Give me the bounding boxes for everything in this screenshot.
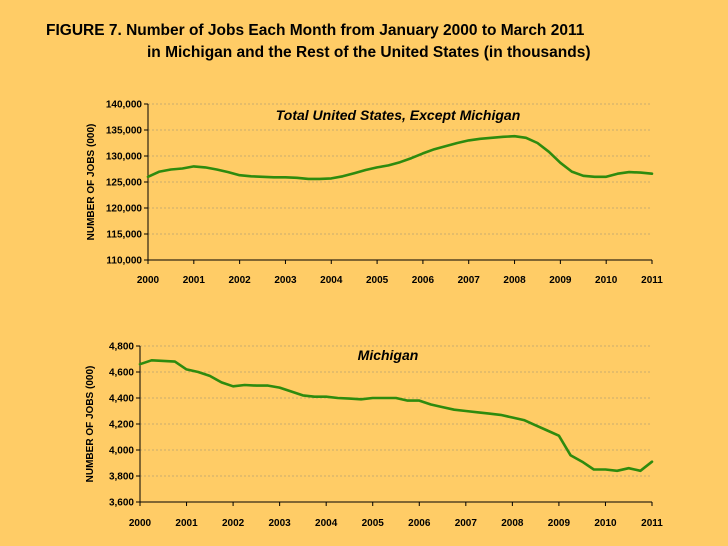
figure-title: FIGURE 7. Number of Jobs Each Month from… [46, 20, 591, 64]
y-tick-label: 140,000 [106, 100, 143, 111]
y-tick-label: 4,600 [109, 368, 134, 379]
x-tick-label: 2011 [641, 518, 663, 529]
x-tick-label: 2001 [183, 275, 206, 286]
y-tick-label: 4,800 [109, 342, 134, 353]
series-line-michigan [138, 358, 654, 473]
x-tick-label: 2004 [320, 275, 343, 286]
chart-panel-us: 110,000 115,000 120,000 125,000 130,000 135,0… [86, 100, 663, 287]
x-tick-label: 2000 [129, 518, 152, 529]
x-tick-label: 2006 [408, 518, 431, 529]
series-line-us [146, 134, 654, 181]
x-tick-label: 2007 [455, 518, 478, 529]
x-tick-label: 2007 [458, 275, 481, 286]
x-tick-label: 2005 [366, 275, 389, 286]
figure-title-line1: FIGURE 7. Number of Jobs Each Month from… [46, 22, 585, 39]
x-tick-label: 2010 [594, 518, 617, 529]
y-tick-label: 4,000 [109, 446, 134, 457]
x-tick-label: 2001 [175, 518, 198, 529]
y-tick-label: 125,000 [106, 178, 143, 189]
y-axis-title: NUMBER OF JOBS (000) [85, 366, 96, 483]
y-tick-label: 3,800 [109, 472, 134, 483]
x-tick-label: 2002 [229, 275, 252, 286]
y-tick-label: 115,000 [106, 230, 142, 241]
y-axis-title: NUMBER OF JOBS (000) [86, 124, 97, 241]
y-tick-label: 120,000 [106, 204, 143, 215]
x-tick-label: 2005 [362, 518, 385, 529]
x-tick-label: 2004 [315, 518, 338, 529]
chart-panel-michigan: 3,600 3,800 4,000 4,200 4,400 4,600 4,800 2000 2… [85, 342, 663, 530]
y-tick-label: 130,000 [106, 152, 143, 163]
x-tick-label: 2009 [549, 275, 572, 286]
x-tick-label: 2009 [548, 518, 571, 529]
x-tick-label: 2000 [137, 275, 160, 286]
x-tick-label: 2008 [503, 275, 526, 286]
y-tick-label: 135,000 [106, 126, 143, 137]
x-tick-label: 2002 [222, 518, 245, 529]
x-tick-label: 2008 [501, 518, 524, 529]
figure-title-line2: in Michigan and the Rest of the United S… [147, 44, 591, 61]
x-tick-label: 2003 [269, 518, 292, 529]
panel-title: Michigan [358, 347, 419, 363]
x-tick-label: 2006 [412, 275, 435, 286]
panel-title: Total United States, Except Michigan [276, 107, 521, 123]
y-tick-label: 110,000 [106, 256, 142, 267]
y-tick-label: 3,600 [109, 498, 134, 509]
x-tick-label: 2010 [595, 275, 618, 286]
y-tick-label: 4,400 [109, 394, 134, 405]
y-tick-label: 4,200 [109, 420, 134, 431]
x-tick-label: 2003 [274, 275, 297, 286]
x-tick-label: 2011 [641, 275, 663, 286]
